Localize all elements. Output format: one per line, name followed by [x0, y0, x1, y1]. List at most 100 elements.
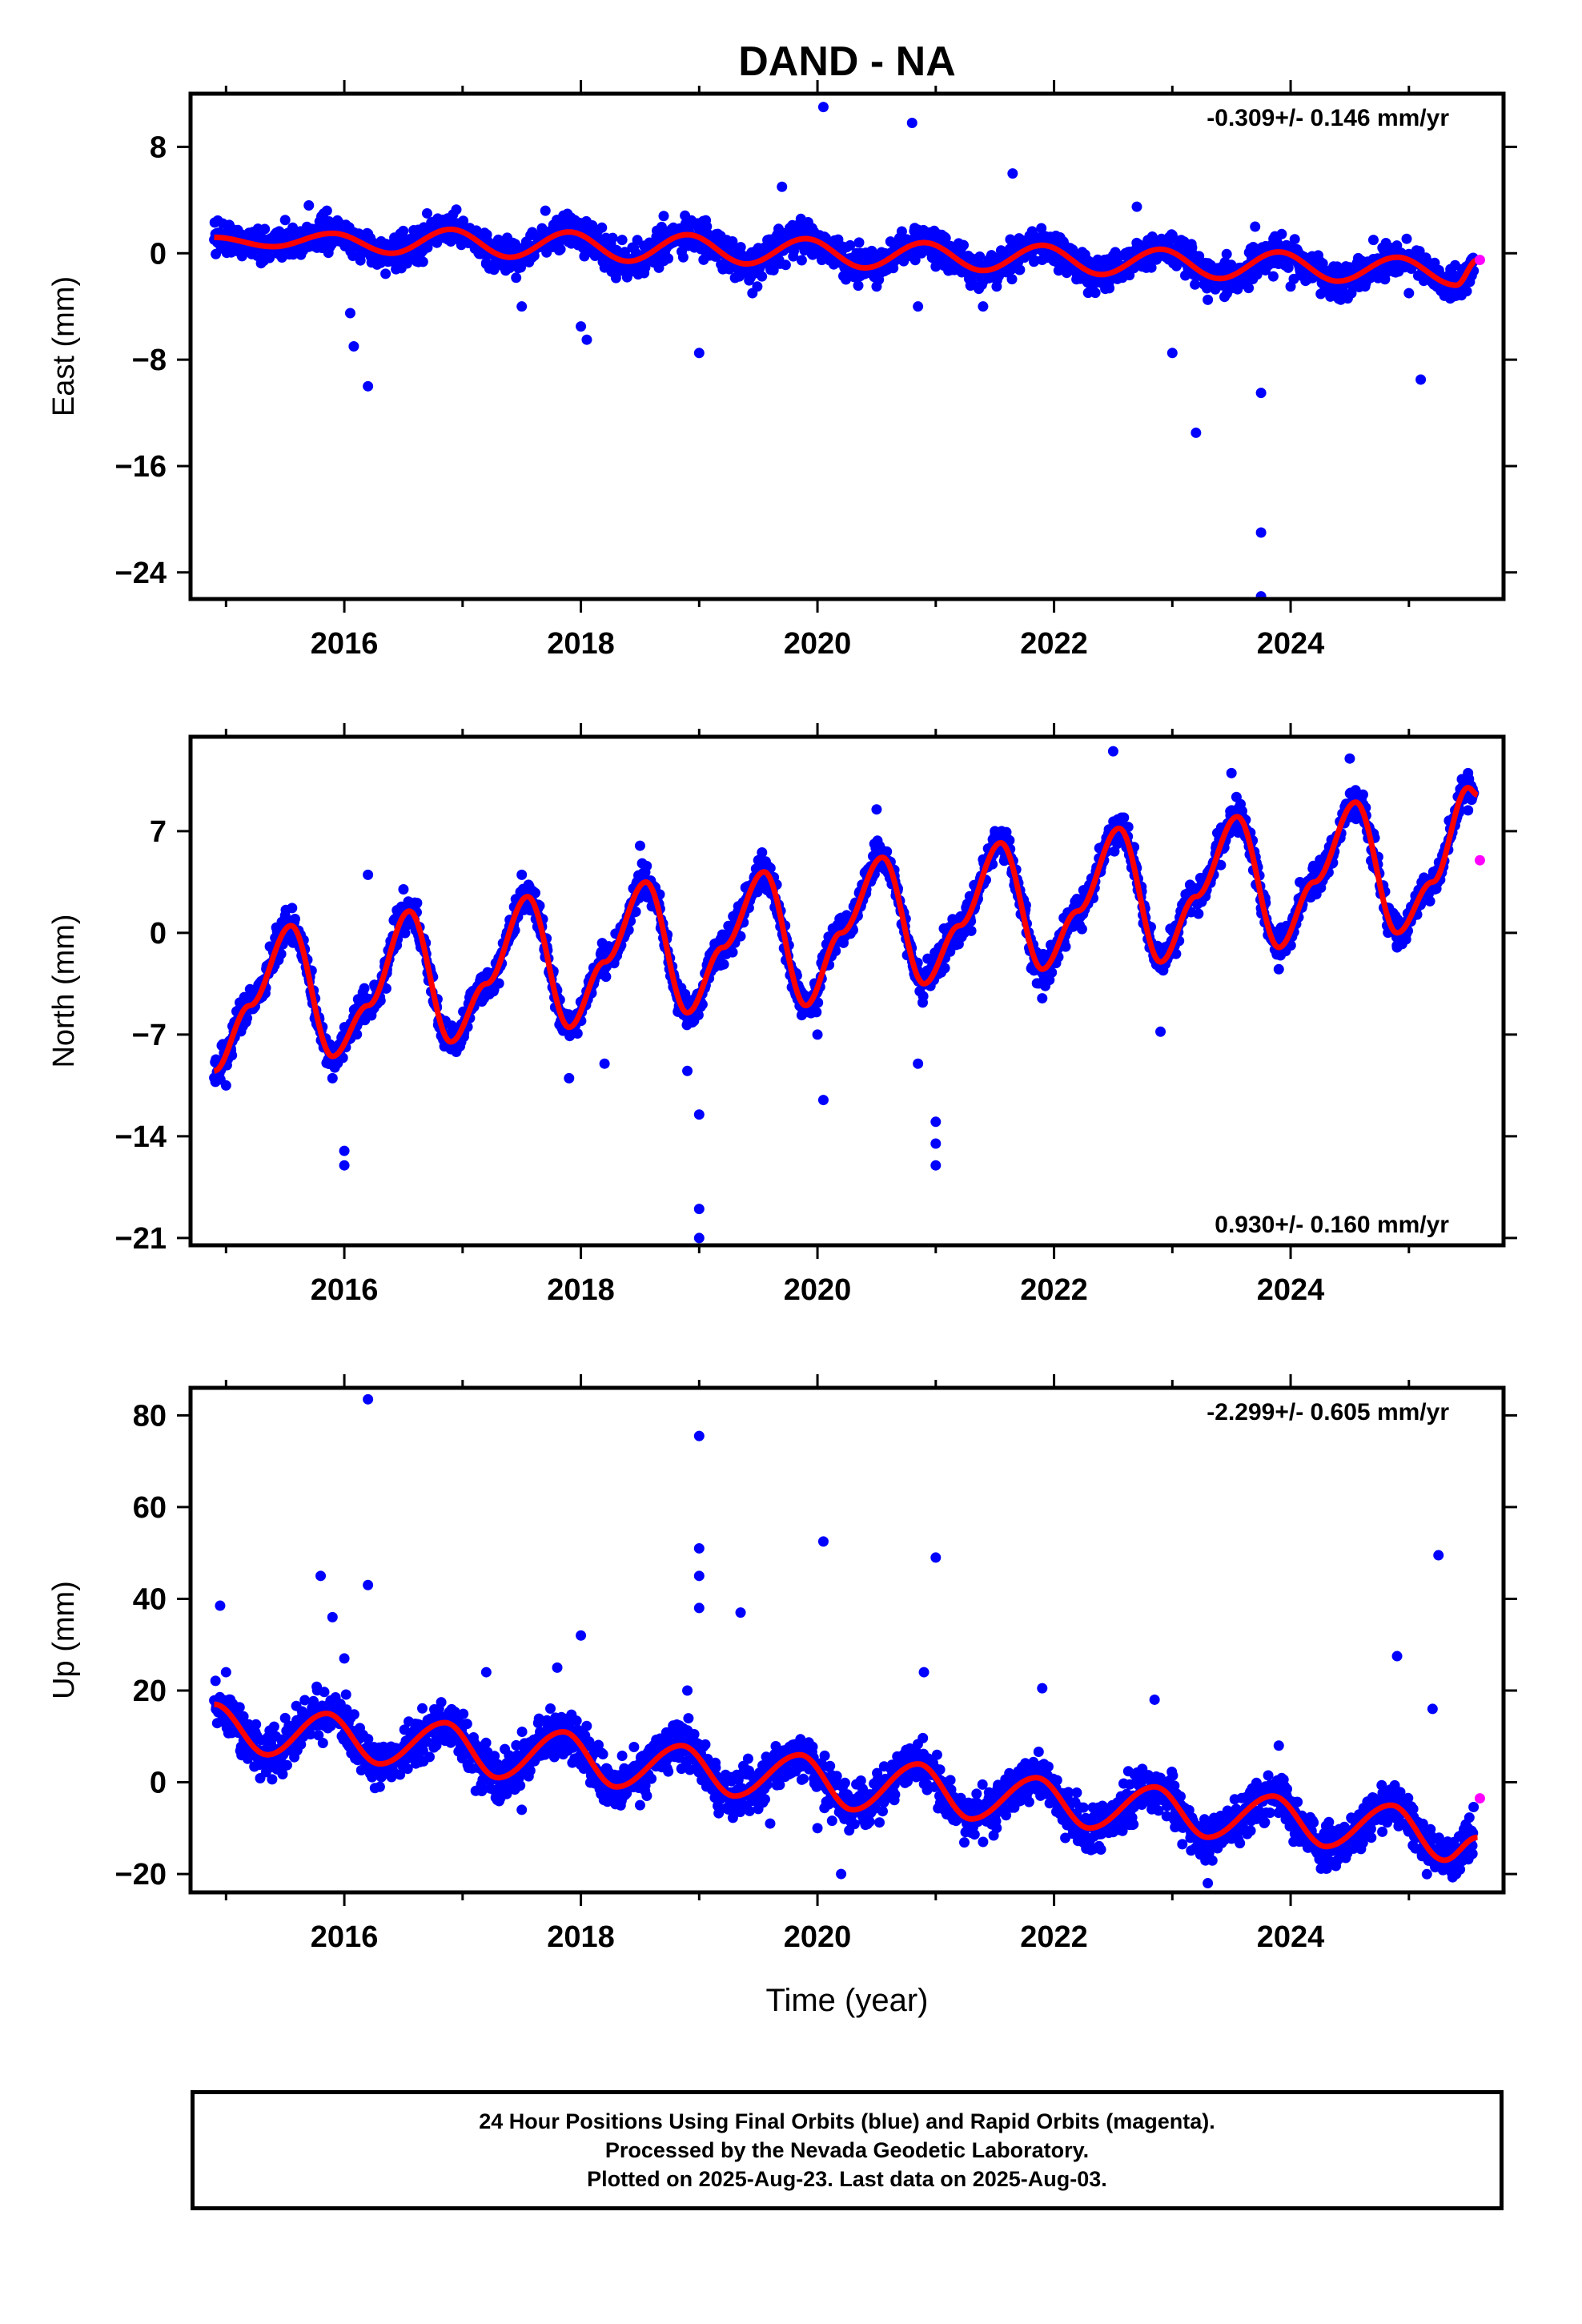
final-orbit-point: [1463, 767, 1474, 778]
x-tick-label: 2022: [1020, 627, 1088, 661]
data-point: [1004, 834, 1015, 846]
final-orbits-cloud: [209, 1675, 1480, 1883]
final-orbit-point: [339, 1145, 350, 1156]
data-point: [596, 222, 608, 233]
data-point: [917, 991, 929, 1002]
data-point: [796, 255, 807, 266]
model-fit-line: [212, 226, 1480, 288]
final-orbit-point: [693, 1109, 705, 1120]
x-tick-label: 2016: [311, 627, 379, 661]
y-tick-label: 8: [150, 131, 167, 164]
final-orbit-point: [564, 1072, 575, 1084]
y-tick-label: −8: [132, 344, 167, 377]
data-point: [493, 978, 504, 989]
data-point: [1215, 859, 1227, 870]
data-point: [242, 1012, 253, 1023]
final-orbit-point: [777, 181, 788, 192]
final-orbit-point: [220, 1080, 231, 1091]
data-point: [845, 239, 856, 251]
data-point: [1036, 223, 1047, 234]
final-orbit-point: [1415, 374, 1427, 385]
final-orbit-point: [599, 1058, 610, 1069]
data-point: [600, 971, 612, 983]
final-orbit-point: [817, 1095, 829, 1106]
final-orbit-point: [445, 1043, 456, 1055]
y-tick-label: −16: [115, 450, 167, 484]
final-orbit-point: [871, 281, 882, 292]
data-point: [757, 847, 768, 858]
y-axis-label: East (mm): [47, 276, 81, 416]
final-orbit-point: [634, 840, 645, 851]
data-point: [1243, 283, 1255, 294]
data-point: [1060, 941, 1071, 952]
data-point: [347, 251, 359, 261]
final-orbit-point: [693, 1232, 705, 1244]
final-orbit-point: [1403, 287, 1415, 299]
data-point: [264, 252, 275, 263]
final-orbit-point: [1166, 348, 1178, 359]
final-orbit-point: [540, 205, 551, 216]
final-orbit-point: [693, 1204, 705, 1215]
final-orbit-point: [421, 207, 432, 219]
data-point: [1358, 789, 1368, 800]
final-orbit-point: [480, 259, 492, 270]
chart-title: DAND - NA: [738, 38, 956, 85]
rapid-orbit-point: [1474, 854, 1485, 866]
final-orbit-point: [978, 301, 989, 312]
data-point: [359, 983, 370, 994]
final-orbit-point: [1391, 942, 1403, 953]
data-point: [958, 239, 969, 251]
x-tick-label: 2018: [547, 627, 615, 661]
data-point: [1317, 258, 1328, 269]
data-point: [259, 223, 271, 235]
data-point: [1190, 279, 1201, 290]
data-point: [287, 903, 298, 914]
final-orbit-point: [1367, 235, 1379, 246]
data-point: [735, 931, 746, 942]
data-point: [607, 232, 618, 243]
data-point: [768, 264, 779, 275]
data-point: [1221, 248, 1232, 259]
data-point: [693, 1010, 704, 1020]
final-orbit-point: [1273, 963, 1284, 975]
y-tick-label: 0: [150, 917, 167, 951]
x-tick-label: 2020: [784, 627, 852, 661]
data-point: [451, 204, 462, 215]
data-point: [663, 253, 674, 264]
plot-area: [209, 746, 1480, 1244]
final-orbit-point: [1131, 201, 1142, 212]
y-tick-label: −7: [132, 1019, 167, 1052]
final-orbit-point: [1037, 993, 1048, 1004]
data-point: [417, 256, 428, 267]
final-orbit-point: [344, 308, 355, 319]
data-point: [811, 1007, 822, 1018]
x-tick-label: 2016: [311, 1273, 379, 1307]
final-orbit-point: [847, 267, 858, 279]
y-tick-label: −21: [115, 1222, 167, 1256]
final-orbit-point: [812, 1029, 823, 1040]
final-orbit-point: [1203, 294, 1214, 305]
data-point: [530, 887, 540, 899]
final-orbit-point: [1320, 285, 1331, 296]
data-point: [1014, 264, 1026, 275]
final-orbit-point: [1344, 753, 1355, 764]
x-tick-label: 2024: [1257, 1273, 1325, 1307]
data-point: [337, 1052, 348, 1063]
data-point: [881, 846, 893, 857]
model-fit-line: [212, 785, 1480, 1074]
final-orbit-point: [1191, 427, 1202, 438]
data-point: [780, 259, 791, 271]
data-point: [813, 997, 824, 1008]
data-point: [939, 963, 950, 974]
data-point: [290, 914, 300, 924]
final-orbit-point: [348, 341, 359, 352]
final-orbit-point: [327, 1072, 338, 1084]
data-point: [853, 237, 865, 248]
final-orbit-point: [1037, 255, 1048, 266]
data-point: [630, 907, 641, 917]
data-point: [1461, 286, 1472, 297]
data-point: [727, 947, 738, 958]
final-orbit-point: [747, 287, 758, 299]
